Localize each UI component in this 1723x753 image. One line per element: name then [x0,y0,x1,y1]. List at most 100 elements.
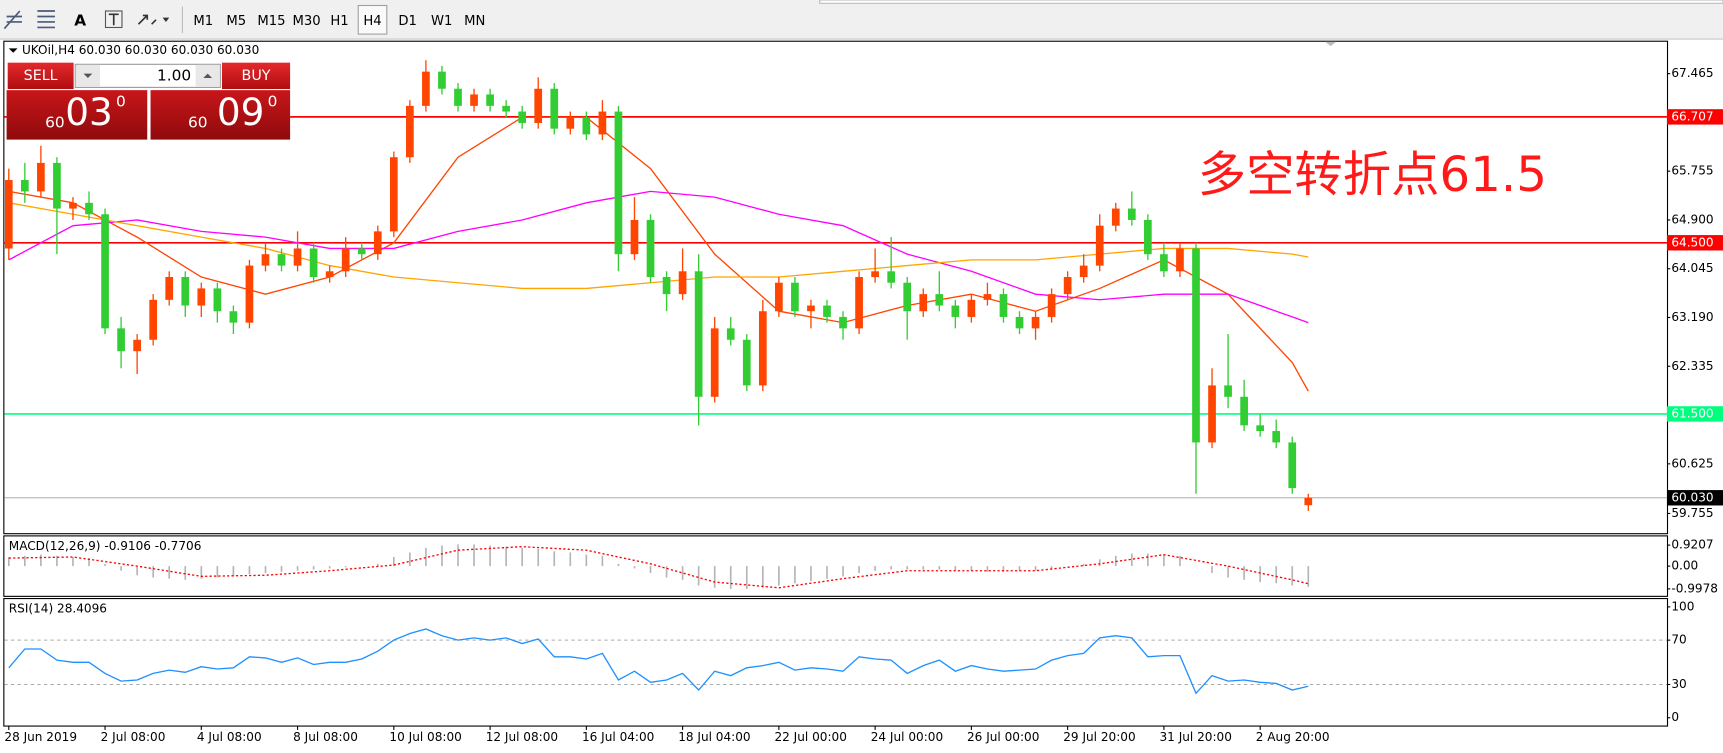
x-tick-label: 24 Jul 00:00 [871,730,943,744]
candle-body [855,277,863,329]
candle-body [502,105,510,112]
price-label-bg [1666,235,1723,251]
price-label: 64.500 [1671,235,1713,249]
candle-body [614,111,623,255]
tool-grid[interactable] [37,10,55,29]
candle-body [1272,431,1281,443]
toolbar-bg [0,0,1723,40]
buy-price-main: 09 [217,90,265,134]
price-label-bg [1666,490,1723,506]
rsi-frame [3,598,1669,727]
timeframe-button[interactable]: M5 [226,14,246,29]
one-click-panel: SELL 1.00 BUY 60 03 0 60 09 0 [6,61,291,140]
macd-frame [3,535,1669,597]
sell-label[interactable]: SELL [24,68,58,84]
candle-body [823,305,831,317]
candle-body [261,254,270,266]
macd-title: MACD(12,26,9) -0.9106 -0.7706 [9,539,202,553]
y-tick-label: 30 [1671,677,1686,691]
header-icon [8,48,18,53]
candle-body [903,282,912,312]
buy-button[interactable] [221,62,291,90]
candle-body [582,117,591,135]
candle-body [69,202,77,209]
candle-body [181,277,190,306]
y-tick-label: 62.335 [1671,359,1713,373]
buy-price-box[interactable] [150,90,291,140]
candle-body [1240,396,1248,426]
candle-body [807,305,815,312]
candle-body [149,299,158,340]
candle-body [101,214,109,329]
x-tick-label: 16 Jul 04:00 [582,730,654,744]
lots-up-arrow [203,73,213,79]
candle-body [1208,385,1216,443]
rsi-line [8,628,1309,695]
x-tick-label: 18 Jul 04:00 [678,730,750,744]
candle-body [1256,425,1265,432]
candle-body [791,282,799,312]
x-tick-label: 31 Jul 20:00 [1160,730,1232,744]
toolbar: A M1 M5 M15 M30 H1 H4 D1 W1 MN [0,0,1723,40]
timeframe-pressed [357,4,388,35]
y-tick-label: 67.465 [1671,66,1713,80]
timeframe-button[interactable]: M15 [257,14,285,29]
sell-button[interactable] [7,62,74,90]
lots-value[interactable]: 1.00 [157,66,191,84]
candle-body [37,162,45,192]
y-tick-label: 64.900 [1671,212,1713,226]
tool-text[interactable]: A [74,11,86,29]
candle-body [726,328,735,340]
tool-fibo[interactable] [3,10,22,30]
timeframe-button[interactable]: H4 [363,14,381,29]
x-tick-label: 29 Jul 20:00 [1063,730,1135,744]
tool-arrows[interactable] [137,14,170,25]
candle-body [470,94,478,106]
lots-input[interactable] [74,63,221,88]
candle-body [1079,265,1088,278]
timeframe-button[interactable]: MN [464,14,485,29]
y-tick-label: 100 [1671,599,1694,613]
buy-label[interactable]: BUY [242,68,271,84]
candle-body [566,117,575,129]
macd-signal [8,546,1309,589]
timeframe-button[interactable]: M30 [293,14,321,29]
candle-body [630,219,639,255]
timeframe-button[interactable]: W1 [431,14,452,29]
x-tick-label: 4 Jul 08:00 [197,730,262,744]
candle-body [1144,219,1152,255]
x-tick-label: 2 Aug 20:00 [1256,730,1330,744]
buy-price-big: 60 [188,114,208,132]
candle-body [919,294,928,312]
candle-body [935,294,944,306]
candle-body [1176,248,1184,272]
annotation: 多空转折点61.5 [1198,147,1547,203]
timeframe-button[interactable]: H1 [330,14,348,29]
candle-body [775,282,783,312]
timeframe-button[interactable]: M1 [193,14,213,29]
x-tick-label: 12 Jul 08:00 [486,730,558,744]
candle-body [598,111,607,135]
sell-price-big: 60 [45,114,65,132]
timeframe-button[interactable]: D1 [398,14,417,29]
candle-body [887,271,896,283]
candle-body [229,311,238,323]
sell-price-box[interactable] [6,90,148,140]
x-tick-label: 8 Jul 08:00 [293,730,358,744]
candle-body [309,248,318,278]
candle-body [1015,316,1024,329]
candle-body [758,311,767,386]
candle-body [133,339,141,352]
tool-label[interactable] [104,10,123,29]
candle-body [678,271,687,295]
candle-body [999,294,1008,317]
price-label: 66.707 [1671,109,1713,123]
y-tick-label: 65.755 [1671,164,1713,178]
x-tick-label: 10 Jul 08:00 [389,730,461,744]
price-label: 61.500 [1671,406,1713,420]
y-tick-label: 60.625 [1671,456,1713,470]
candle-body [839,316,847,329]
candle-body [871,271,879,278]
candle-body [341,248,350,272]
candle-body [646,219,655,278]
